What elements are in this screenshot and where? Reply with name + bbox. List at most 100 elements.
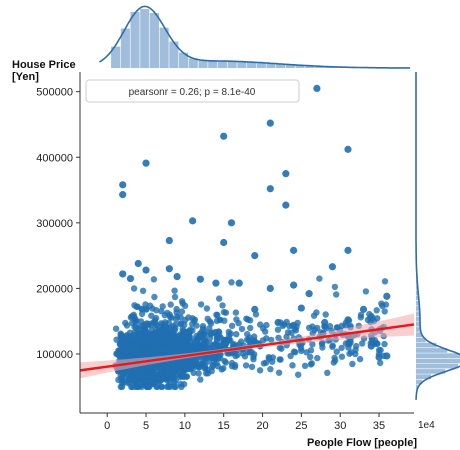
scatter-point: [209, 363, 216, 371]
scatter-point: [221, 357, 228, 365]
top-histogram-bar: [247, 62, 257, 68]
x-axis-ticks: 0 5 10 15 20 25 30 35: [104, 413, 385, 432]
scatter-point-outlier: [375, 353, 383, 361]
scatter-point: [199, 323, 207, 330]
scatter-point: [278, 345, 285, 352]
y-axis-ticks: 100000 200000 300000 400000 500000: [36, 87, 80, 361]
scatter-point: [248, 363, 256, 370]
scatter-point: [338, 344, 345, 352]
top-histogram-bar: [198, 59, 208, 68]
scatter-point: [382, 301, 390, 308]
scatter-point-outlier: [313, 84, 321, 92]
scatter-point-outlier: [126, 274, 135, 283]
scatter-point: [230, 341, 238, 348]
scatter-point: [263, 335, 270, 342]
scatter-point: [118, 338, 125, 345]
right-histogram-bar: [416, 290, 419, 296]
scatter-point: [303, 349, 310, 356]
scatter-point: [298, 347, 305, 354]
scatter-point: [172, 364, 180, 371]
scatter-point: [151, 346, 158, 354]
scatter-point: [177, 380, 184, 388]
scatter-point: [314, 324, 321, 332]
scatter-point: [309, 323, 316, 330]
scatter-point: [197, 345, 204, 352]
scatter-point: [356, 355, 364, 363]
top-histogram-bar: [208, 60, 218, 68]
scatter-point: [197, 333, 204, 340]
scatter-point: [357, 314, 364, 321]
regression-layer: [79, 313, 415, 379]
scatter-point: [204, 315, 211, 322]
scatter-points: [112, 84, 391, 390]
scatter-point: [381, 308, 388, 315]
scatter-point: [243, 315, 250, 322]
scatter-point: [286, 323, 293, 330]
scatter-point: [233, 331, 240, 338]
right-histogram-bar: [416, 321, 421, 327]
scatter-point: [163, 345, 170, 352]
scatter-point: [248, 348, 255, 356]
scatter-point: [228, 279, 235, 286]
scatter-point: [342, 322, 349, 329]
scatter-point: [359, 340, 366, 347]
top-histogram-bar: [130, 12, 140, 68]
scatter-point: [333, 348, 340, 355]
scatter-point: [193, 322, 200, 329]
scatter-point: [126, 329, 134, 336]
scatter-point: [307, 353, 314, 361]
top-histogram-bar: [159, 27, 169, 69]
scatter-point: [353, 342, 360, 350]
scatter-point: [329, 343, 336, 350]
scatter-point: [148, 312, 155, 319]
right-histogram-bar: [416, 384, 418, 390]
scatter-point-outlier: [328, 263, 337, 271]
top-histogram-bar: [295, 65, 305, 68]
scatter-point-outlier: [305, 290, 313, 298]
scatter-point: [287, 352, 294, 360]
scatter-point: [141, 339, 148, 346]
scatter-point-outlier: [119, 181, 127, 189]
right-histogram-bar: [416, 311, 420, 317]
scatter-point-outlier: [297, 304, 305, 312]
scatter-point: [191, 316, 198, 323]
right-kde-curve: [415, 72, 460, 400]
scatter-point: [175, 344, 182, 352]
scatter-point-outlier: [266, 185, 274, 193]
scatter-point-outlier: [212, 279, 220, 287]
scatter-point: [163, 338, 170, 345]
scatter-point: [381, 340, 388, 348]
scatter-point: [301, 362, 309, 369]
scatter-point: [206, 335, 214, 342]
scatter-point: [241, 353, 249, 360]
scatter-point: [371, 336, 378, 344]
scatter-point: [209, 329, 217, 336]
scatter-point-outlier: [274, 318, 282, 327]
scatter-point: [178, 369, 186, 377]
regression-confidence-band: [80, 313, 414, 379]
top-kde-curve: [98, 5, 411, 69]
scatter-point: [214, 363, 222, 370]
scatter-point: [349, 360, 356, 368]
x-tick-label: 25: [295, 420, 307, 432]
scatter-point-outlier: [344, 316, 352, 324]
scatter-point: [377, 359, 384, 367]
scatter-point: [201, 328, 208, 335]
scatter-point: [167, 379, 174, 386]
top-histogram-bar: [276, 64, 286, 68]
scatter-point-outlier: [359, 305, 368, 313]
scatter-point: [262, 328, 269, 335]
scatter-point: [288, 329, 295, 337]
scatter-point: [123, 322, 131, 329]
scatter-point: [197, 376, 204, 383]
scatter-point: [244, 331, 251, 338]
scatter-point: [167, 301, 174, 308]
scatter-point-outlier: [321, 318, 329, 327]
scatter-point: [137, 352, 144, 359]
scatter-point: [316, 275, 323, 282]
scatter-point: [228, 322, 236, 329]
scatter-point: [166, 311, 173, 318]
y-tick-label: 400000: [36, 152, 73, 164]
scatter-point: [331, 283, 339, 291]
